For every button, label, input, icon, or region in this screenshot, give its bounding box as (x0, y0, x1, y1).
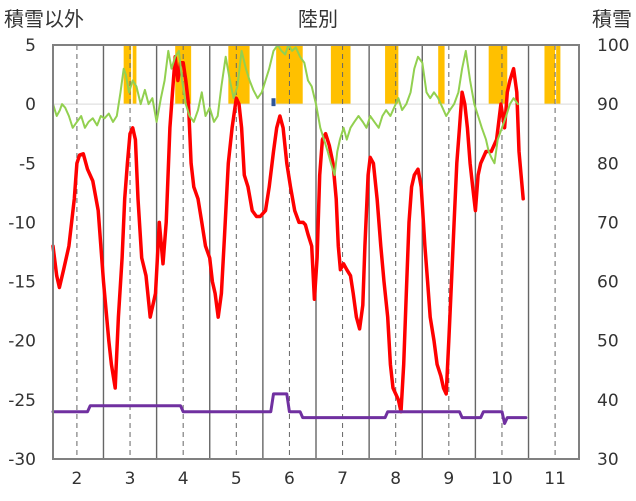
y-axis-label-left: 積雪以外 (4, 7, 84, 31)
blue-marks (271, 98, 276, 107)
y-axis-label-right: 積雪 (592, 7, 632, 31)
series-line-purple (51, 392, 528, 425)
y-right-tick-label-5: 50 (597, 332, 619, 352)
y-right-tick-label-1: 90 (597, 95, 619, 115)
x-tick-label-2: 4 (178, 469, 189, 489)
x-tick-label-7: 9 (443, 469, 454, 489)
snow-bar-5 (330, 45, 351, 105)
y-right-tick-label-3: 70 (597, 213, 619, 233)
y-right-tick-label-7: 30 (597, 450, 619, 470)
x-tick-label-3: 5 (231, 469, 242, 489)
series-line-green (52, 44, 519, 177)
snow-bar-8 (488, 45, 508, 105)
y-left-tick-label-2: -5 (19, 154, 36, 174)
blue-mark-0 (271, 98, 276, 107)
y-left-tick-label-3: -10 (8, 213, 36, 233)
y-right-tick-label-4: 60 (597, 273, 619, 293)
plot-frame (52, 44, 580, 460)
series-lines (51, 44, 528, 425)
chart-title: 陸別 (298, 7, 338, 31)
y-right-tick-label-0: 100 (597, 36, 629, 56)
snow-bar-0 (123, 45, 132, 105)
snow-bar-6 (385, 45, 399, 105)
x-tick-label-9: 11 (544, 469, 566, 489)
y-left-tick-label-4: -15 (8, 273, 36, 293)
y-axis-ticks-right: 100 90 80 70 60 50 40 30 (597, 36, 629, 470)
series-line-red (51, 55, 525, 414)
snow-bar-9 (544, 45, 556, 105)
y-left-tick-label-0: 5 (25, 36, 36, 56)
y-axis-ticks-left: 5 0 -5 -10 -15 -20 -25 -30 (8, 36, 36, 470)
snow-bar-1 (132, 45, 137, 105)
y-left-tick-label-7: -30 (8, 450, 36, 470)
y-right-tick-label-6: 40 (597, 391, 619, 411)
y-right-tick-label-2: 80 (597, 154, 619, 174)
x-tick-label-8: 10 (491, 469, 513, 489)
x-tick-label-4: 6 (284, 469, 295, 489)
x-tick-label-5: 7 (337, 469, 348, 489)
y-left-tick-label-6: -25 (8, 391, 36, 411)
y-left-tick-label-1: 0 (25, 95, 36, 115)
snow-bar-7 (438, 45, 445, 105)
x-axis-ticks: 2 3 4 5 6 7 8 9 10 11 (71, 469, 565, 489)
y-left-tick-label-5: -20 (8, 332, 36, 352)
snow-bar-10 (556, 45, 561, 105)
x-tick-label-1: 3 (125, 469, 136, 489)
x-tick-label-0: 2 (71, 469, 82, 489)
x-tick-label-6: 8 (390, 469, 401, 489)
